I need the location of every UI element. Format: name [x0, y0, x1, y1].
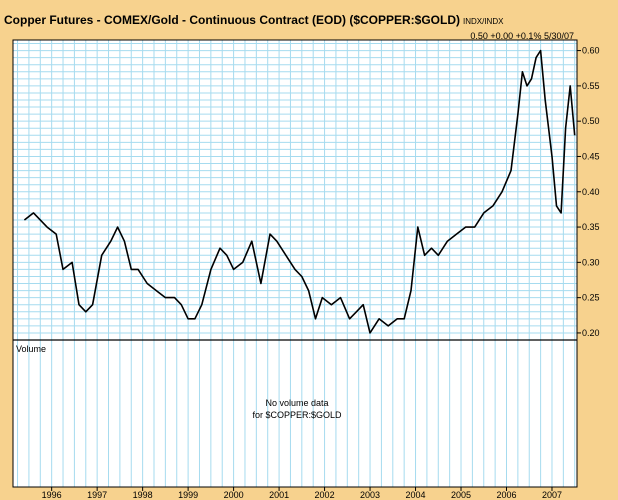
- quote-pct: +0.1%: [515, 31, 542, 41]
- y-tick-label: 0.45: [582, 151, 600, 161]
- x-axis: 1996 1997 1998 1999 2000 2001 2002 2003 2004 2005…: [42, 487, 562, 500]
- x-tick-label: 2006: [496, 490, 516, 500]
- x-tick-label: 2004: [406, 490, 426, 500]
- y-axis: 0.20 0.25 0.30 0.35 0.40 0.45 0.50 0.55 0.60: [577, 46, 600, 338]
- y-tick-label: 0.60: [582, 46, 600, 56]
- y-tick-label: 0.25: [582, 293, 600, 303]
- y-tick-label: 0.55: [582, 81, 600, 91]
- y-tick-label: 0.50: [582, 116, 600, 126]
- no-volume-line2: for $COPPER:$GOLD: [252, 410, 342, 420]
- quote-last: 0.50: [470, 31, 488, 41]
- quote-change: +0.00: [490, 31, 514, 41]
- y-tick-label: 0.40: [582, 187, 600, 197]
- plot-border: [12, 39, 578, 488]
- last-quote: 0.50 +0.00 +0.1% 5/30/07: [470, 31, 574, 41]
- x-tick-label: 2000: [224, 490, 244, 500]
- x-tick-label: 1999: [178, 490, 198, 500]
- x-tick-label: 2005: [451, 490, 471, 500]
- price-line: [23, 49, 576, 334]
- x-tick-label: 1996: [42, 490, 62, 500]
- chart-title-text: Copper Futures - COMEX/Gold - Continuous…: [4, 13, 460, 27]
- volume-label: Volume: [16, 344, 46, 354]
- symbol-suffix: INDX/INDX: [463, 17, 504, 26]
- x-tick-label: 2002: [315, 490, 335, 500]
- grid-lines: [13, 40, 577, 487]
- quote-date: 5/30/07: [543, 31, 574, 41]
- x-tick-label: 2001: [269, 490, 289, 500]
- y-tick-label: 0.35: [582, 222, 600, 232]
- x-tick-label: 1997: [87, 490, 107, 500]
- x-tick-label: 2007: [542, 490, 562, 500]
- x-tick-label: 2003: [360, 490, 380, 500]
- chart-title: Copper Futures - COMEX/Gold - Continuous…: [4, 13, 503, 27]
- no-volume-line1: No volume data: [265, 398, 328, 408]
- y-tick-label: 0.30: [582, 257, 600, 267]
- y-tick-label: 0.20: [582, 328, 600, 338]
- x-tick-label: 1998: [133, 490, 153, 500]
